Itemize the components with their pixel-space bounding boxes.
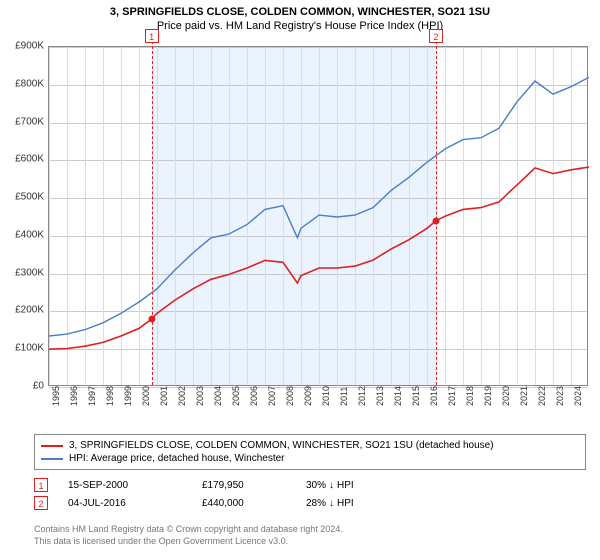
y-tick-label: £900K xyxy=(15,41,44,52)
x-tick-label: 1999 xyxy=(123,386,133,406)
x-tick-label: 2006 xyxy=(249,386,259,406)
y-tick-label: £500K xyxy=(15,192,44,203)
transaction-pct: 30% ↓ HPI xyxy=(306,480,386,491)
transaction-row: 2 04-JUL-2016 £440,000 28% ↓ HPI xyxy=(34,494,586,512)
footer-attribution: Contains HM Land Registry data © Crown c… xyxy=(34,524,343,547)
x-tick-label: 1995 xyxy=(51,386,61,406)
chart-title: 3, SPRINGFIELDS CLOSE, COLDEN COMMON, WI… xyxy=(0,0,600,18)
x-tick-label: 2016 xyxy=(429,386,439,406)
x-tick-label: 2008 xyxy=(285,386,295,406)
x-tick-label: 2010 xyxy=(321,386,331,406)
x-tick-label: 2023 xyxy=(555,386,565,406)
y-tick-label: £400K xyxy=(15,229,44,240)
transaction-date: 15-SEP-2000 xyxy=(68,480,188,491)
x-tick-label: 1998 xyxy=(105,386,115,406)
x-tick-label: 2013 xyxy=(375,386,385,406)
transactions-table: 1 15-SEP-2000 £179,950 30% ↓ HPI 2 04-JU… xyxy=(34,476,586,512)
x-tick-label: 2015 xyxy=(411,386,421,406)
y-axis: £0£100K£200K£300K£400K£500K£600K£700K£80… xyxy=(2,46,46,386)
x-tick-label: 2020 xyxy=(501,386,511,406)
chart-subtitle: Price paid vs. HM Land Registry's House … xyxy=(0,18,600,36)
line-svg xyxy=(49,47,589,387)
transaction-price: £179,950 xyxy=(202,480,292,491)
marker-box-1: 1 xyxy=(145,29,159,43)
transaction-pct: 28% ↓ HPI xyxy=(306,498,386,509)
x-tick-label: 2022 xyxy=(537,386,547,406)
x-tick-label: 2018 xyxy=(465,386,475,406)
x-tick-label: 2005 xyxy=(231,386,241,406)
transaction-marker-2: 2 xyxy=(34,496,48,510)
x-tick-label: 2014 xyxy=(393,386,403,406)
legend-swatch-property xyxy=(41,445,63,447)
marker-box-2: 2 xyxy=(429,29,443,43)
x-tick-label: 2002 xyxy=(177,386,187,406)
x-tick-label: 2009 xyxy=(303,386,313,406)
marker-dot-2 xyxy=(433,217,440,224)
y-tick-label: £0 xyxy=(33,381,44,392)
legend-label-hpi: HPI: Average price, detached house, Winc… xyxy=(69,453,285,464)
arrow-down-icon: ↓ xyxy=(329,480,334,491)
legend: 3, SPRINGFIELDS CLOSE, COLDEN COMMON, WI… xyxy=(34,434,586,470)
x-tick-label: 1997 xyxy=(87,386,97,406)
marker-dot-1 xyxy=(148,316,155,323)
x-tick-label: 2003 xyxy=(195,386,205,406)
legend-item-property: 3, SPRINGFIELDS CLOSE, COLDEN COMMON, WI… xyxy=(41,439,579,452)
x-tick-label: 2001 xyxy=(159,386,169,406)
footer-line2: This data is licensed under the Open Gov… xyxy=(34,536,343,548)
transaction-marker-1: 1 xyxy=(34,478,48,492)
x-tick-label: 2007 xyxy=(267,386,277,406)
transaction-date: 04-JUL-2016 xyxy=(68,498,188,509)
x-tick-label: 2019 xyxy=(483,386,493,406)
x-tick-label: 2024 xyxy=(573,386,583,406)
y-tick-label: £300K xyxy=(15,267,44,278)
x-tick-label: 2004 xyxy=(213,386,223,406)
x-tick-label: 2000 xyxy=(141,386,151,406)
arrow-down-icon: ↓ xyxy=(329,498,334,509)
legend-label-property: 3, SPRINGFIELDS CLOSE, COLDEN COMMON, WI… xyxy=(69,440,494,451)
marker-line-1 xyxy=(152,41,153,385)
y-tick-label: £700K xyxy=(15,116,44,127)
plot-area: 12 xyxy=(48,46,588,386)
transaction-price: £440,000 xyxy=(202,498,292,509)
transaction-row: 1 15-SEP-2000 £179,950 30% ↓ HPI xyxy=(34,476,586,494)
x-tick-label: 2017 xyxy=(447,386,457,406)
x-tick-label: 2021 xyxy=(519,386,529,406)
x-tick-label: 2012 xyxy=(357,386,367,406)
legend-swatch-hpi xyxy=(41,458,63,460)
y-tick-label: £800K xyxy=(15,78,44,89)
legend-item-hpi: HPI: Average price, detached house, Winc… xyxy=(41,452,579,465)
x-tick-label: 1996 xyxy=(69,386,79,406)
x-axis: 1995 1996 1997 1998 1999 2000 2001 2002 2003 2004… xyxy=(48,386,588,416)
marker-line-2 xyxy=(436,41,437,385)
series-line-hpi xyxy=(49,77,589,336)
y-tick-label: £200K xyxy=(15,305,44,316)
y-tick-label: £600K xyxy=(15,154,44,165)
chart-area: £0£100K£200K£300K£400K£500K£600K£700K£80… xyxy=(48,46,588,406)
y-tick-label: £100K xyxy=(15,343,44,354)
x-tick-label: 2011 xyxy=(339,387,349,406)
chart-container: 3, SPRINGFIELDS CLOSE, COLDEN COMMON, WI… xyxy=(0,0,600,560)
footer-line1: Contains HM Land Registry data © Crown c… xyxy=(34,524,343,536)
series-line-property xyxy=(49,167,589,349)
